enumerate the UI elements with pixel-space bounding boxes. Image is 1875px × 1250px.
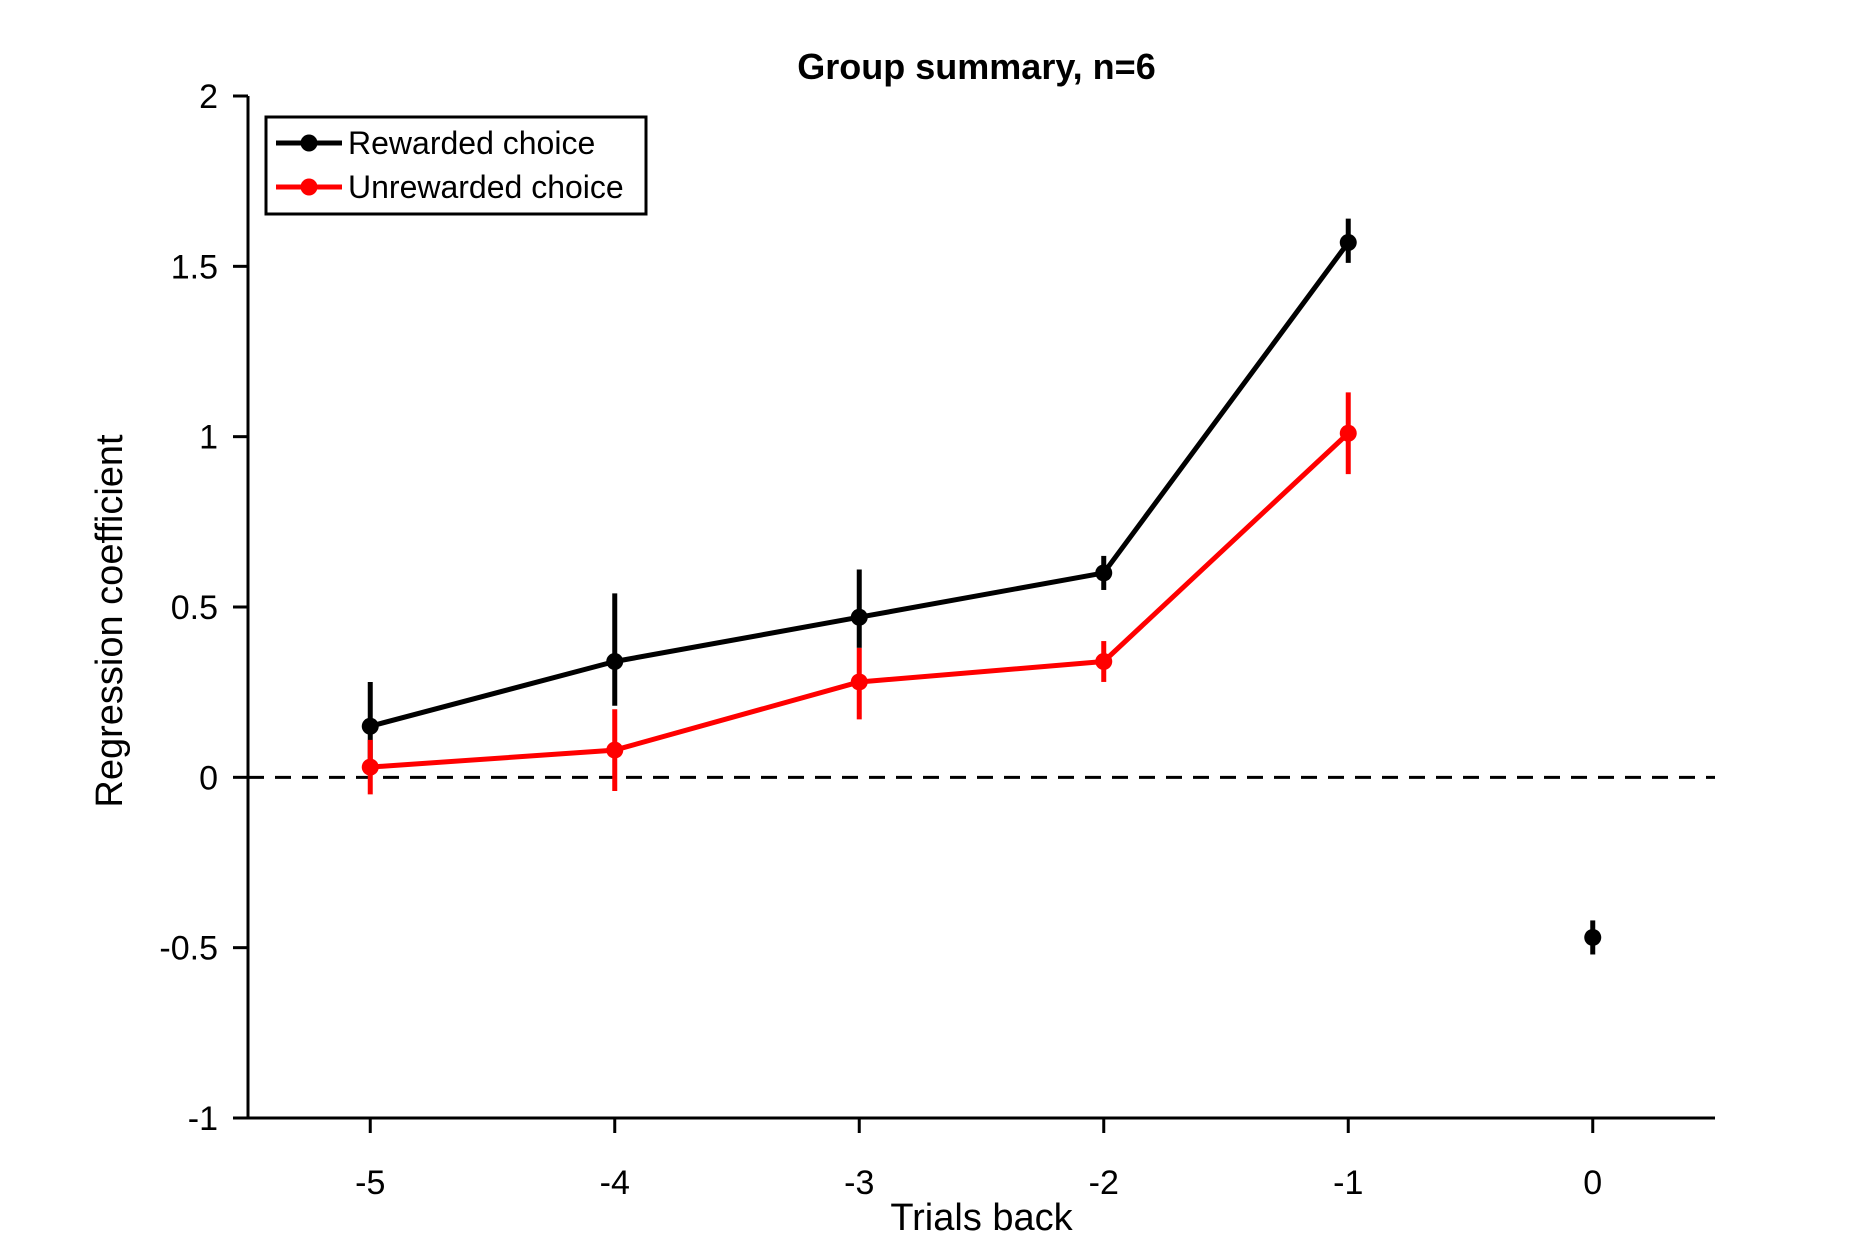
data-point — [606, 741, 624, 759]
legend-marker — [300, 134, 318, 152]
data-point — [606, 653, 624, 671]
legend-label: Unrewarded choice — [348, 169, 624, 205]
data-point — [1339, 233, 1357, 251]
y-tick-label: 0 — [199, 759, 218, 797]
data-point — [1095, 653, 1113, 671]
legend-marker — [300, 178, 318, 196]
x-axis-label: Trials back — [890, 1197, 1073, 1239]
legend-label: Rewarded choice — [348, 125, 595, 161]
x-tick-label: -2 — [1089, 1164, 1119, 1202]
series-2 — [1584, 920, 1602, 955]
chart-title: Group summary, n=6 — [797, 46, 1155, 87]
y-tick-label: 1 — [199, 419, 218, 457]
data-point — [850, 608, 868, 626]
x-tick-label: -5 — [355, 1164, 385, 1202]
data-point — [1584, 928, 1602, 946]
x-tick-label: 0 — [1583, 1164, 1602, 1202]
series-0 — [361, 218, 1357, 764]
axes: -1 -0.5 0 0.5 1 1.5 2 -5 -4 -3 -2 -1 0 — [159, 78, 1715, 1202]
data-point — [1339, 424, 1357, 442]
data-point — [1095, 564, 1113, 582]
legend: Rewarded choice Unrewarded choice — [264, 115, 648, 216]
series-layer — [361, 218, 1602, 955]
y-axis-label: Regression coefficient — [89, 434, 131, 808]
data-point — [361, 758, 379, 776]
data-point — [361, 717, 379, 735]
legend-box — [264, 115, 648, 216]
y-tick-label: 0.5 — [171, 589, 218, 627]
y-tick-label: 2 — [199, 78, 218, 116]
y-tick-label: -0.5 — [159, 930, 218, 968]
x-tick-label: -3 — [844, 1164, 874, 1202]
data-point — [850, 673, 868, 691]
x-tick-label: -4 — [600, 1164, 630, 1202]
x-tick-label: -1 — [1333, 1164, 1363, 1202]
y-tick-label: -1 — [188, 1100, 218, 1138]
y-tick-label: 1.5 — [171, 248, 218, 286]
series-1 — [361, 392, 1357, 795]
